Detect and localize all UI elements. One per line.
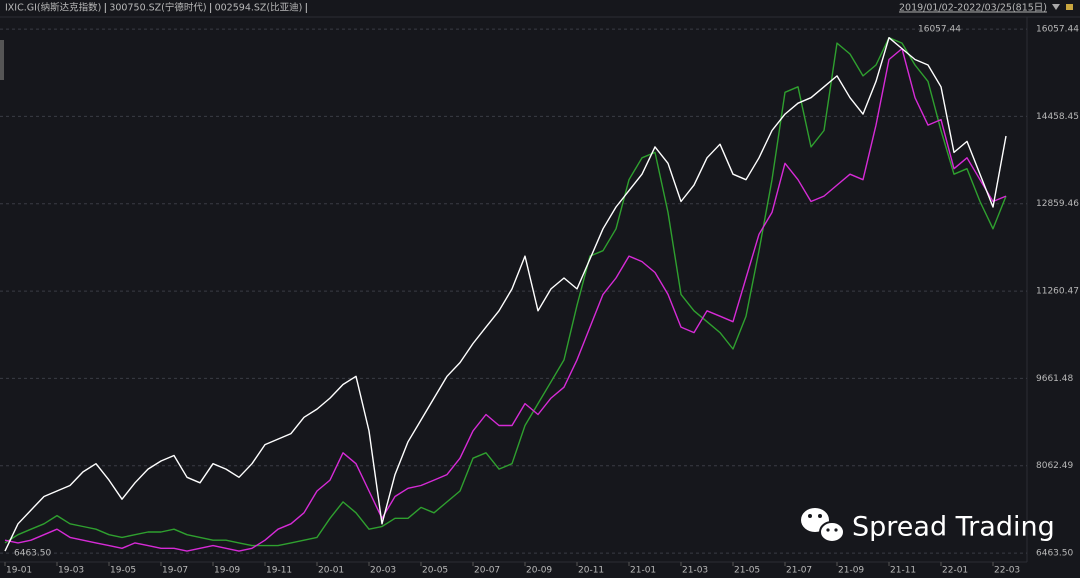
legend-entry: 300750.SZ(宁德时代) xyxy=(109,2,206,14)
series-line xyxy=(4,47,1007,552)
series-line xyxy=(4,37,1007,552)
icon-eye xyxy=(818,514,822,518)
y-tick-label: 6463.50 xyxy=(1036,549,1073,559)
x-tick-label: 21-11 xyxy=(890,566,916,576)
x-tick-label: 19-07 xyxy=(162,566,188,576)
x-tick-label: 19-05 xyxy=(110,566,136,576)
legend: IXIC.GI(纳斯达克指数) 300750.SZ(宁德时代) 002594.SZ(… xyxy=(5,2,307,14)
x-tick-label: 21-01 xyxy=(630,566,656,576)
watermark: Spread Trading xyxy=(852,512,1055,543)
min-label: 6463.50 xyxy=(14,549,51,559)
x-tick-label: 20-07 xyxy=(474,566,500,576)
icon-bubble xyxy=(819,521,845,543)
icon-eye xyxy=(808,514,812,518)
y-tick-label: 16057.44 xyxy=(1036,25,1079,35)
y-tick-label: 8062.49 xyxy=(1036,461,1073,471)
x-tick-label: 20-03 xyxy=(370,566,396,576)
dropdown-arrow[interactable] xyxy=(1052,4,1060,10)
x-tick-label: 19-11 xyxy=(266,566,292,576)
x-tick-label: 20-05 xyxy=(422,566,448,576)
x-tick-label: 22-01 xyxy=(942,566,968,576)
wechat-icon xyxy=(801,508,845,543)
icon-eye xyxy=(826,528,830,532)
x-tick-label: 19-09 xyxy=(214,566,240,576)
y-tick-label: 12859.46 xyxy=(1036,199,1079,209)
y-tick-label: 14458.45 xyxy=(1036,112,1079,122)
y-tick-label: 11260.47 xyxy=(1036,287,1079,297)
x-tick-label: 20-01 xyxy=(318,566,344,576)
y-tick-label: 9661.48 xyxy=(1036,374,1073,384)
legend-entry: 002594.SZ(比亚迪) xyxy=(215,2,303,14)
icon-eye xyxy=(834,528,838,532)
series-line xyxy=(4,37,1007,547)
x-tick-label: 20-11 xyxy=(578,566,604,576)
x-tick-label: 19-03 xyxy=(58,566,84,576)
side-handle xyxy=(0,40,4,80)
x-tick-label: 21-07 xyxy=(786,566,812,576)
x-tick-label: 21-03 xyxy=(682,566,708,576)
x-tick-label: 19-01 xyxy=(6,566,32,576)
legend-title: IXIC.GI(纳斯达克指数) xyxy=(5,2,101,14)
x-tick-label: 21-09 xyxy=(838,566,864,576)
max-label: 16057.44 xyxy=(918,25,961,35)
lock-icon[interactable] xyxy=(1066,4,1073,10)
x-tick-label: 22-03 xyxy=(994,566,1020,576)
x-tick-label: 21-05 xyxy=(734,566,760,576)
x-tick-label: 20-09 xyxy=(526,566,552,576)
date-range[interactable]: 2019/01/02-2022/03/25(815日) xyxy=(899,3,1047,14)
